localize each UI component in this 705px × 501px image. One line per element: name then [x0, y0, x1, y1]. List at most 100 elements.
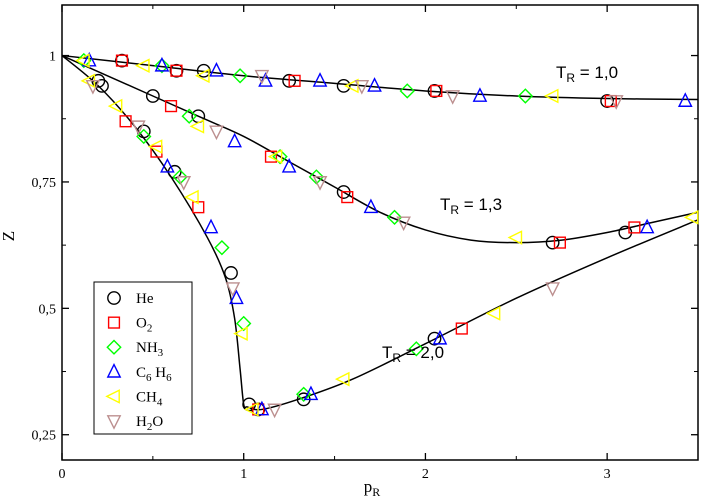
point-nh3 [517, 88, 534, 104]
y-tick-label: 0,5 [39, 302, 57, 317]
point-he [336, 78, 351, 93]
point-ch4 [189, 118, 205, 134]
point-nh3 [236, 315, 252, 332]
point-he [224, 266, 238, 280]
point-o2 [553, 236, 566, 249]
point-ch4 [683, 209, 699, 225]
point-nh3 [232, 68, 248, 84]
legend-marker-nh3 [106, 339, 122, 355]
legend-marker-he [107, 291, 121, 305]
point-ch4 [233, 326, 248, 341]
point-c6h6 [312, 72, 328, 87]
y-tick-label: 0,75 [32, 176, 57, 191]
point-h2o [130, 120, 146, 136]
legend-box [93, 281, 193, 435]
point-nh3 [181, 108, 197, 124]
point-c6h6 [154, 56, 170, 72]
point-nh3 [408, 341, 425, 357]
point-he [169, 63, 184, 78]
point-nh3 [214, 239, 230, 256]
point-o2 [164, 100, 178, 113]
point-h2o [312, 176, 328, 191]
legend-marker-h2o [106, 415, 122, 430]
point-ch4 [194, 68, 210, 84]
point-o2 [455, 322, 468, 335]
legend-label-c6h6: C6 H6 [136, 365, 172, 384]
point-h2o [445, 90, 461, 105]
point-c6h6 [203, 218, 219, 234]
curve-t-r-1-0 [61, 54, 699, 101]
point-c6h6 [209, 61, 224, 77]
point-nh3 [386, 209, 403, 226]
point-ch4 [107, 98, 123, 114]
legend-label-h2o: H2O [136, 414, 163, 433]
point-o2 [119, 115, 132, 128]
legend-label-o2: O2 [136, 316, 152, 335]
point-o2 [264, 150, 278, 163]
curve-label-t-r-1-3: TR = 1,3 [440, 195, 502, 217]
point-o2 [341, 191, 354, 204]
point-o2 [628, 221, 641, 234]
point-he [427, 84, 442, 98]
point-h2o [267, 403, 282, 419]
point-ch4 [75, 53, 90, 68]
y-axis-label: Z [0, 231, 18, 241]
point-nh3 [76, 52, 92, 69]
x-axis-label: pR [364, 477, 381, 499]
point-c6h6 [472, 87, 488, 102]
point-he [196, 63, 211, 78]
y-tick-label: 1 [49, 50, 56, 65]
point-c6h6 [258, 72, 273, 87]
point-c6h6 [432, 329, 448, 345]
point-he [545, 235, 560, 250]
point-nh3 [154, 57, 170, 74]
point-c6h6 [367, 77, 382, 92]
point-h2o [396, 216, 411, 232]
point-he [115, 53, 129, 68]
point-o2 [288, 74, 301, 87]
point-h2o [85, 79, 101, 95]
point-h2o [176, 176, 192, 191]
x-tick-label: 1 [240, 467, 247, 482]
point-nh3 [399, 83, 415, 99]
tick-layer: 0 1 2 3 0,25 0,5 0,75 1 [32, 5, 698, 482]
curve-label-t-r-2-0: TR = 2,0 [382, 343, 444, 365]
point-ch4 [543, 88, 559, 104]
point-c6h6 [303, 385, 319, 401]
point-h2o [254, 69, 270, 85]
legend-label-nh3: NH3 [136, 340, 164, 359]
point-ch4 [147, 139, 163, 154]
point-c6h6 [227, 132, 242, 148]
legend-marker-c6h6 [106, 363, 122, 378]
legend-marker-o2 [107, 316, 121, 329]
point-c6h6 [229, 289, 244, 305]
point-ch4 [244, 402, 259, 417]
point-o2 [170, 64, 183, 77]
point-o2 [430, 84, 443, 98]
point-ch4 [485, 306, 501, 321]
series-c6h6 [81, 51, 693, 416]
point-ch4 [184, 189, 199, 205]
point-ch4 [334, 371, 350, 387]
point-c6h6 [254, 400, 270, 416]
point-c6h6 [160, 158, 175, 173]
point-h2o [608, 95, 624, 110]
point-c6h6 [639, 218, 655, 234]
point-c6h6 [677, 92, 693, 107]
point-ch4 [135, 58, 150, 74]
point-he [282, 73, 297, 88]
x-tick-label: 3 [604, 467, 611, 482]
legend-marker-ch4 [105, 389, 120, 404]
legend-label-he: He [136, 291, 154, 307]
point-he [145, 89, 160, 103]
point-nh3 [136, 128, 152, 145]
point-nh3 [172, 169, 188, 185]
point-h2o [545, 282, 560, 297]
legend-label-ch4: CH4 [136, 389, 163, 408]
point-nh3 [272, 148, 288, 165]
point-he [427, 331, 442, 346]
point-h2o [225, 282, 241, 297]
y-tick-label: 0,25 [32, 429, 57, 444]
curve-label-t-r-1-0: TR = 1,0 [556, 63, 618, 85]
